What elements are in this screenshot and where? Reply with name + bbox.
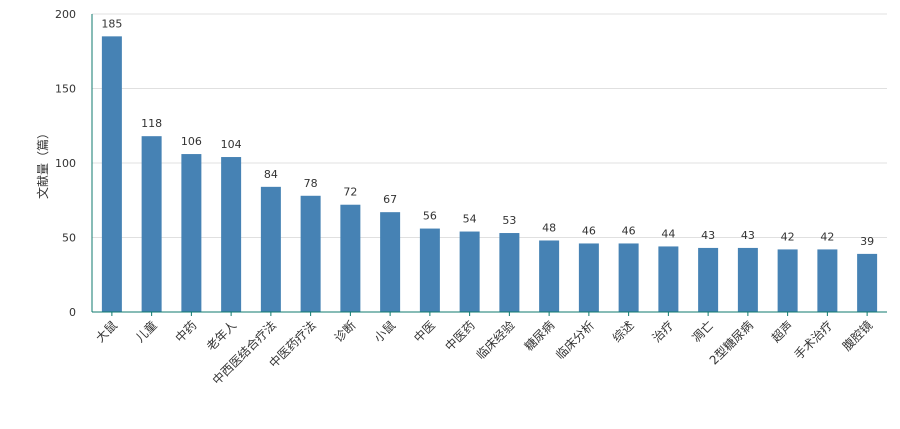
x-category-label: 中医药: [442, 318, 478, 354]
bar[interactable]: [141, 136, 162, 312]
data-label: 48: [542, 221, 556, 234]
grid-lines: [92, 13, 887, 238]
data-label: 185: [101, 17, 122, 30]
bar[interactable]: [459, 231, 480, 312]
x-category-label: 诊断: [331, 318, 359, 346]
x-category-label: 糖尿病: [521, 318, 557, 354]
data-label: 67: [383, 193, 397, 206]
data-label: 56: [423, 210, 437, 223]
data-label: 54: [463, 213, 477, 226]
x-category-label: 凋亡: [689, 318, 716, 345]
bar[interactable]: [578, 243, 599, 312]
y-tick-label: 50: [62, 232, 76, 245]
bar[interactable]: [221, 157, 242, 312]
x-category-label: 临床经验: [473, 318, 518, 363]
y-tick-label: 0: [69, 306, 76, 319]
data-label: 72: [343, 186, 357, 199]
data-label: 118: [141, 117, 162, 130]
bar[interactable]: [618, 243, 639, 312]
data-label: 106: [181, 135, 202, 148]
y-axis-title: 文献量（篇）: [35, 127, 50, 199]
data-label: 44: [661, 227, 675, 240]
x-category-label: 儿童: [132, 318, 160, 346]
bar[interactable]: [658, 246, 679, 312]
axes: [91, 14, 887, 316]
bar[interactable]: [101, 36, 122, 312]
x-category-label: 腹腔镜: [839, 318, 875, 354]
x-category-label: 小鼠: [371, 318, 398, 345]
x-category-label: 中医: [410, 318, 438, 346]
x-category-label: 2型糖尿病: [706, 318, 756, 368]
bar[interactable]: [857, 253, 878, 312]
x-category-label: 超声: [768, 318, 796, 346]
data-label: 42: [820, 230, 834, 243]
data-label: 43: [701, 229, 715, 242]
bar[interactable]: [340, 204, 361, 312]
bar[interactable]: [419, 228, 440, 312]
bar[interactable]: [181, 154, 202, 312]
bar[interactable]: [260, 186, 281, 312]
y-tick-label: 150: [55, 83, 76, 96]
bar[interactable]: [380, 212, 401, 312]
data-label: 43: [741, 229, 755, 242]
x-category-label: 老年人: [204, 318, 239, 353]
x-category-label: 手术治疗: [792, 318, 836, 362]
data-label: 78: [304, 177, 318, 190]
x-category-label: 综述: [610, 318, 637, 345]
bars: [101, 36, 878, 312]
bar[interactable]: [539, 240, 560, 312]
bar[interactable]: [777, 249, 798, 312]
data-label: 53: [502, 214, 516, 227]
data-label: 46: [582, 224, 596, 237]
bar[interactable]: [737, 247, 758, 312]
data-label: 42: [781, 230, 795, 243]
bar[interactable]: [499, 233, 520, 312]
x-category-label: 临床分析: [553, 318, 597, 362]
data-label: 104: [221, 138, 242, 151]
bar[interactable]: [698, 247, 719, 312]
y-tick-label: 200: [55, 8, 76, 21]
x-category-label: 中药: [172, 318, 200, 346]
data-label: 39: [860, 235, 874, 248]
bar[interactable]: [817, 249, 838, 312]
bar[interactable]: [300, 195, 321, 312]
y-tick-label: 100: [55, 157, 76, 170]
data-label: 84: [264, 168, 278, 181]
data-label: 46: [622, 224, 636, 237]
x-category-label: 大鼠: [93, 318, 120, 345]
x-category-label: 治疗: [650, 318, 677, 345]
labels: 050100150200185大鼠118儿童106中药104老年人84中西医结合…: [55, 8, 875, 388]
